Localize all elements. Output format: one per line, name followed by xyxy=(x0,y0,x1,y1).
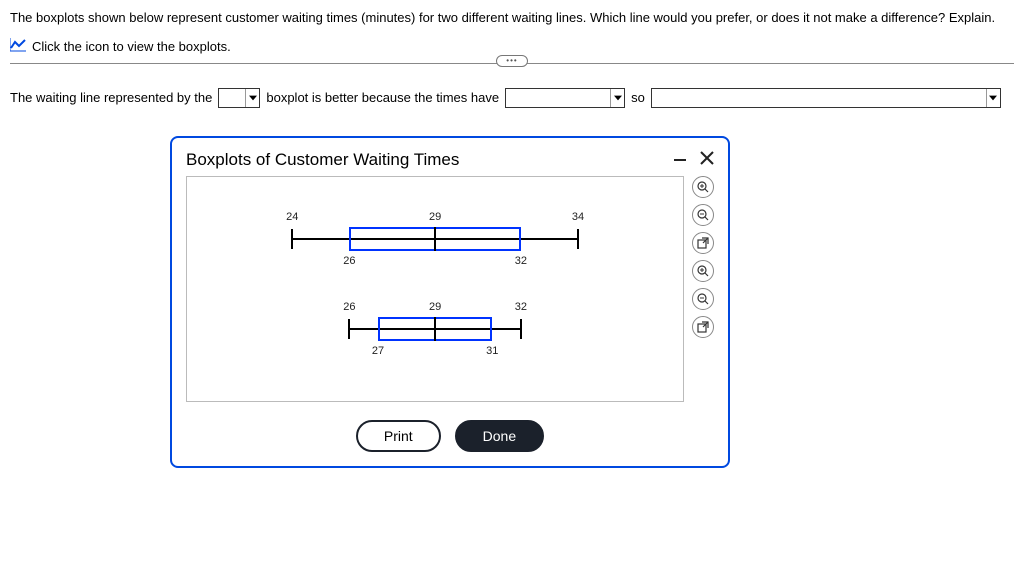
zoom-in-icon[interactable] xyxy=(692,176,714,198)
minimize-icon[interactable] xyxy=(674,159,686,161)
popout-icon[interactable] xyxy=(692,316,714,338)
close-icon[interactable] xyxy=(700,151,714,168)
expand-pill[interactable]: ••• xyxy=(496,55,528,67)
hint-text: Click the icon to view the boxplots. xyxy=(32,39,231,54)
dropdown-1[interactable] xyxy=(218,88,260,108)
chart-label: 27 xyxy=(372,345,384,357)
sentence-part3: so xyxy=(631,90,645,105)
chevron-down-icon xyxy=(245,89,259,107)
print-button[interactable]: Print xyxy=(356,420,441,452)
boxplot-modal: Boxplots of Customer Waiting Times 24 29 3… xyxy=(170,136,730,468)
chart-label: 32 xyxy=(515,255,527,267)
chart-frame: 24 29 34 26 32 26 29 32 27 31 xyxy=(186,176,684,402)
sentence-part1: The waiting line represented by the xyxy=(10,90,212,105)
chevron-down-icon xyxy=(610,89,624,107)
zoom-out-icon[interactable] xyxy=(692,204,714,226)
popout-icon[interactable] xyxy=(692,232,714,254)
chart-label: 24 xyxy=(286,211,298,223)
chart-label: 26 xyxy=(343,255,355,267)
chart-label: 34 xyxy=(572,211,584,223)
dropdown-2[interactable] xyxy=(505,88,625,108)
zoom-out-icon[interactable] xyxy=(692,288,714,310)
sentence-part2: boxplot is better because the times have xyxy=(266,90,499,105)
done-button[interactable]: Done xyxy=(455,420,544,452)
modal-title: Boxplots of Customer Waiting Times xyxy=(186,150,459,170)
dropdown-3[interactable] xyxy=(651,88,1001,108)
question-prompt: The boxplots shown below represent custo… xyxy=(10,8,1014,28)
zoom-in-icon[interactable] xyxy=(692,260,714,282)
chart-label: 29 xyxy=(429,211,441,223)
chart-label: 26 xyxy=(343,301,355,313)
answer-sentence: The waiting line represented by the boxp… xyxy=(10,88,1014,108)
chart-label: 31 xyxy=(486,345,498,357)
chevron-down-icon xyxy=(986,89,1000,107)
chart-icon[interactable] xyxy=(10,38,26,55)
chart-label: 32 xyxy=(515,301,527,313)
chart-label: 29 xyxy=(429,301,441,313)
